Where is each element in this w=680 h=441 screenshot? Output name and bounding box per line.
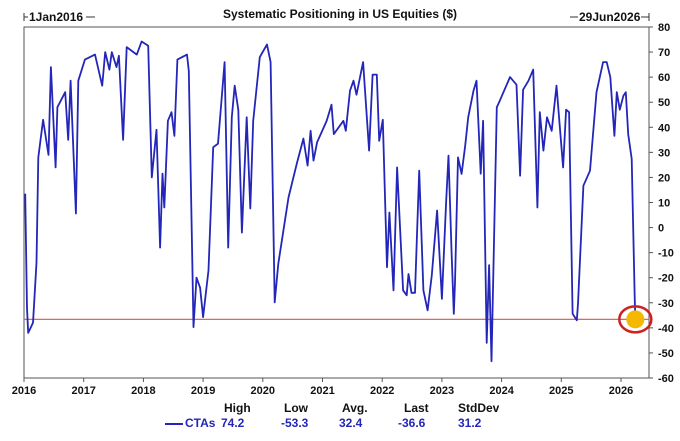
x-tick-label: 2016 <box>12 385 36 397</box>
legend-header-low: Low <box>284 401 308 415</box>
x-tick-label: 2021 <box>310 385 334 397</box>
x-tick-label: 2018 <box>131 385 155 397</box>
y-tick-label: -50 <box>658 348 674 360</box>
legend-header-avg: Avg. <box>342 401 368 415</box>
x-tick-label: 2017 <box>71 385 95 397</box>
y-tick-label: 50 <box>658 97 670 109</box>
y-tick-label: -40 <box>658 323 674 335</box>
y-tick-label: 0 <box>658 223 664 235</box>
end-date-marker: 29Jun2026 <box>570 10 650 24</box>
y-tick-label: 40 <box>658 122 670 134</box>
legend-value-avg: 32.4 <box>339 416 363 430</box>
start-date-label: 1Jan2016 <box>29 10 83 24</box>
x-tick-label: 2023 <box>430 385 454 397</box>
y-tick-label: 70 <box>658 47 670 59</box>
legend-value-high: 74.2 <box>221 416 245 430</box>
x-tick-label: 2020 <box>251 385 275 397</box>
start-date-marker: 1Jan2016 <box>23 10 95 24</box>
x-tick-label: 2019 <box>191 385 215 397</box>
x-tick-label: 2025 <box>549 385 573 397</box>
legend-value-stddev: 31.2 <box>458 416 482 430</box>
legend-series-label: CTAs <box>185 416 216 430</box>
y-tick-label: -30 <box>658 298 674 310</box>
legend-header-last: Last <box>404 401 429 415</box>
x-tick-label: 2026 <box>609 385 633 397</box>
highlight-ring <box>618 305 653 334</box>
series-line-ctas <box>24 40 637 363</box>
legend-value-low: -53.3 <box>281 416 309 430</box>
x-axis: 2016 2017 2018 2019 2020 2021 2022 2023 2024 2025… <box>12 378 633 397</box>
x-tick-label: 2024 <box>489 385 514 397</box>
legend-value-last: -36.6 <box>398 416 426 430</box>
last-value-marker <box>618 305 653 334</box>
y-tick-label: -10 <box>658 248 674 260</box>
chart-title: Systematic Positioning in US Equities ($… <box>223 7 457 21</box>
legend-header-stddev: StdDev <box>458 401 500 415</box>
y-tick-label: 10 <box>658 198 670 210</box>
y-axis: 80 70 60 50 40 30 20 10 0 -10 -20 -30 -40 -50 -60 <box>649 22 674 385</box>
highlight-dot <box>626 310 645 329</box>
y-tick-label: 80 <box>658 22 670 34</box>
end-date-label: 29Jun2026 <box>579 10 641 24</box>
y-tick-label: -20 <box>658 273 674 285</box>
legend-series-swatch <box>165 416 183 430</box>
y-tick-label: -60 <box>658 373 674 385</box>
legend-header-high: High <box>224 401 251 415</box>
y-tick-label: 60 <box>658 72 670 84</box>
y-tick-label: 20 <box>658 172 670 184</box>
x-tick-label: 2022 <box>370 385 394 397</box>
y-tick-label: 30 <box>658 147 670 159</box>
plot-frame <box>23 26 650 379</box>
